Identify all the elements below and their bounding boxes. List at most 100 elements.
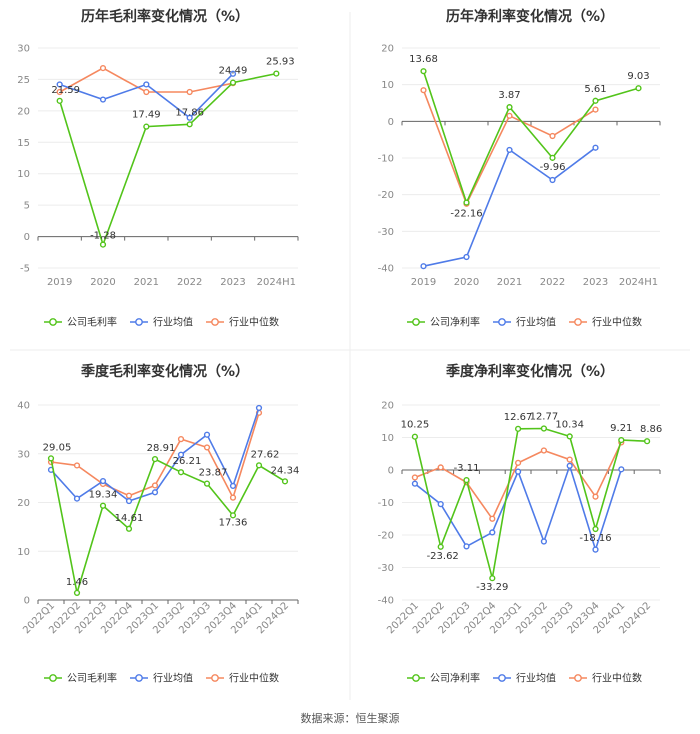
data-point-company: [56, 97, 63, 104]
data-label: 29.05: [43, 442, 72, 453]
data-label: 24.34: [271, 465, 300, 476]
legend-label-median: 行业中位数: [229, 672, 279, 685]
data-point-median: [411, 474, 419, 481]
data-point-company: [99, 241, 107, 248]
y-tick-label: 0: [24, 232, 30, 243]
data-point-company: [229, 79, 237, 86]
data-point-avg: [229, 70, 237, 77]
legend-label-avg: 行业均值: [516, 672, 556, 685]
legend-marker-company: [49, 318, 57, 326]
data-point-avg: [411, 480, 419, 487]
legend-label-company: 公司毛利率: [67, 316, 117, 329]
data-point-avg: [229, 482, 237, 490]
legend-marker-company: [49, 674, 57, 682]
data-point-company: [463, 477, 470, 484]
data-point-median: [514, 459, 522, 466]
chart-title: 季度毛利率变化情况（%）: [80, 363, 249, 380]
data-point-avg: [592, 546, 599, 553]
y-tick-label: -40: [378, 596, 394, 607]
data-point-median: [151, 482, 159, 489]
y-tick-label: 20: [17, 106, 30, 117]
data-point-company: [177, 469, 185, 476]
data-label: 10.25: [401, 420, 430, 431]
data-point-company: [143, 123, 150, 130]
data-point-avg: [514, 468, 522, 475]
data-point-median: [592, 106, 599, 113]
data-point-company: [489, 575, 496, 582]
data-label: -33.29: [476, 582, 508, 593]
data-point-median: [437, 464, 444, 471]
data-label: 17.86: [175, 107, 204, 118]
data-point-company: [514, 425, 522, 432]
data-point-company: [186, 121, 193, 128]
data-point-company: [506, 104, 513, 111]
data-point-company: [549, 154, 556, 161]
series-line-median: [414, 442, 623, 521]
data-point-company: [99, 502, 107, 509]
legend-marker-avg: [135, 674, 143, 682]
legend-label-avg: 行业均值: [153, 316, 193, 329]
y-tick-label: 0: [24, 596, 30, 607]
y-tick-label: 40: [17, 401, 30, 412]
data-point-avg: [506, 146, 513, 154]
y-tick-label: 10: [17, 547, 30, 558]
y-tick-label: -40: [378, 264, 394, 275]
data-label: 17.36: [219, 517, 248, 528]
data-point-company: [540, 425, 548, 432]
series-line-avg: [423, 147, 596, 267]
x-tick-label: 2023: [583, 277, 608, 288]
legend-marker-company: [412, 674, 420, 682]
data-point-median: [549, 132, 556, 140]
data-point-median: [420, 87, 427, 94]
y-tick-label: 25: [17, 75, 30, 86]
series-line-median: [59, 67, 234, 93]
y-tick-label: 15: [17, 138, 30, 149]
data-point-company: [411, 433, 419, 440]
annual-gross-margin-chart: 历年毛利率变化情况（%） -5 0 5 10 15 20 25 30 2019 2020 2021 20…: [17, 8, 299, 329]
data-point-median: [56, 88, 63, 96]
x-tick-label: 2020: [90, 277, 115, 288]
data-point-avg: [99, 477, 107, 485]
series-line-company: [50, 457, 286, 594]
data-point-avg: [99, 96, 107, 103]
y-tick-label: 10: [381, 80, 394, 91]
data-label: 24.49: [219, 66, 248, 77]
data-point-median: [229, 494, 237, 501]
legend-label-median: 行业中位数: [592, 316, 642, 329]
legend-label-company: 公司毛利率: [67, 672, 117, 685]
data-label: 9.21: [610, 423, 632, 434]
data-point-avg: [566, 462, 573, 469]
x-tick-label: 2024H1: [619, 277, 658, 288]
chart-title: 季度净利率变化情况（%）: [445, 363, 614, 380]
y-tick-label: -30: [378, 563, 394, 574]
y-tick-label: 5: [24, 201, 30, 212]
legend-label-company: 公司净利率: [430, 672, 480, 685]
data-point-company: [437, 543, 444, 550]
x-tick-label: 2019: [47, 277, 72, 288]
legend-marker-avg: [135, 318, 143, 326]
data-point-company: [420, 68, 427, 75]
data-point-company: [566, 433, 573, 440]
data-point-median: [125, 492, 133, 499]
data-label: -1.28: [90, 231, 116, 242]
data-label: 25.93: [266, 57, 295, 68]
y-tick-label: -10: [378, 498, 394, 509]
data-point-company: [273, 70, 280, 77]
data-point-company: [592, 525, 599, 533]
data-point-avg: [549, 176, 556, 184]
data-point-avg: [186, 114, 193, 121]
y-tick-label: 0: [388, 117, 394, 128]
chart-title: 历年毛利率变化情况（%）: [81, 8, 249, 25]
x-tick-label: 2020: [454, 277, 479, 288]
data-point-median: [566, 456, 573, 463]
y-tick-label: -30: [378, 227, 394, 238]
data-label: 1.46: [66, 577, 88, 588]
data-source: 数据来源：恒生聚源: [301, 711, 400, 725]
data-label: 14.61: [115, 513, 144, 524]
data-label: 12.67: [504, 412, 533, 423]
data-label: 17.49: [132, 110, 161, 121]
legend-marker-median: [211, 318, 219, 326]
data-point-avg: [540, 538, 548, 545]
y-tick-label: -20: [378, 190, 394, 201]
